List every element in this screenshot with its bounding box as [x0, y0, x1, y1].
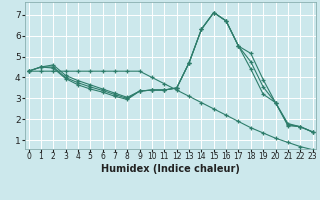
X-axis label: Humidex (Indice chaleur): Humidex (Indice chaleur) [101, 164, 240, 174]
